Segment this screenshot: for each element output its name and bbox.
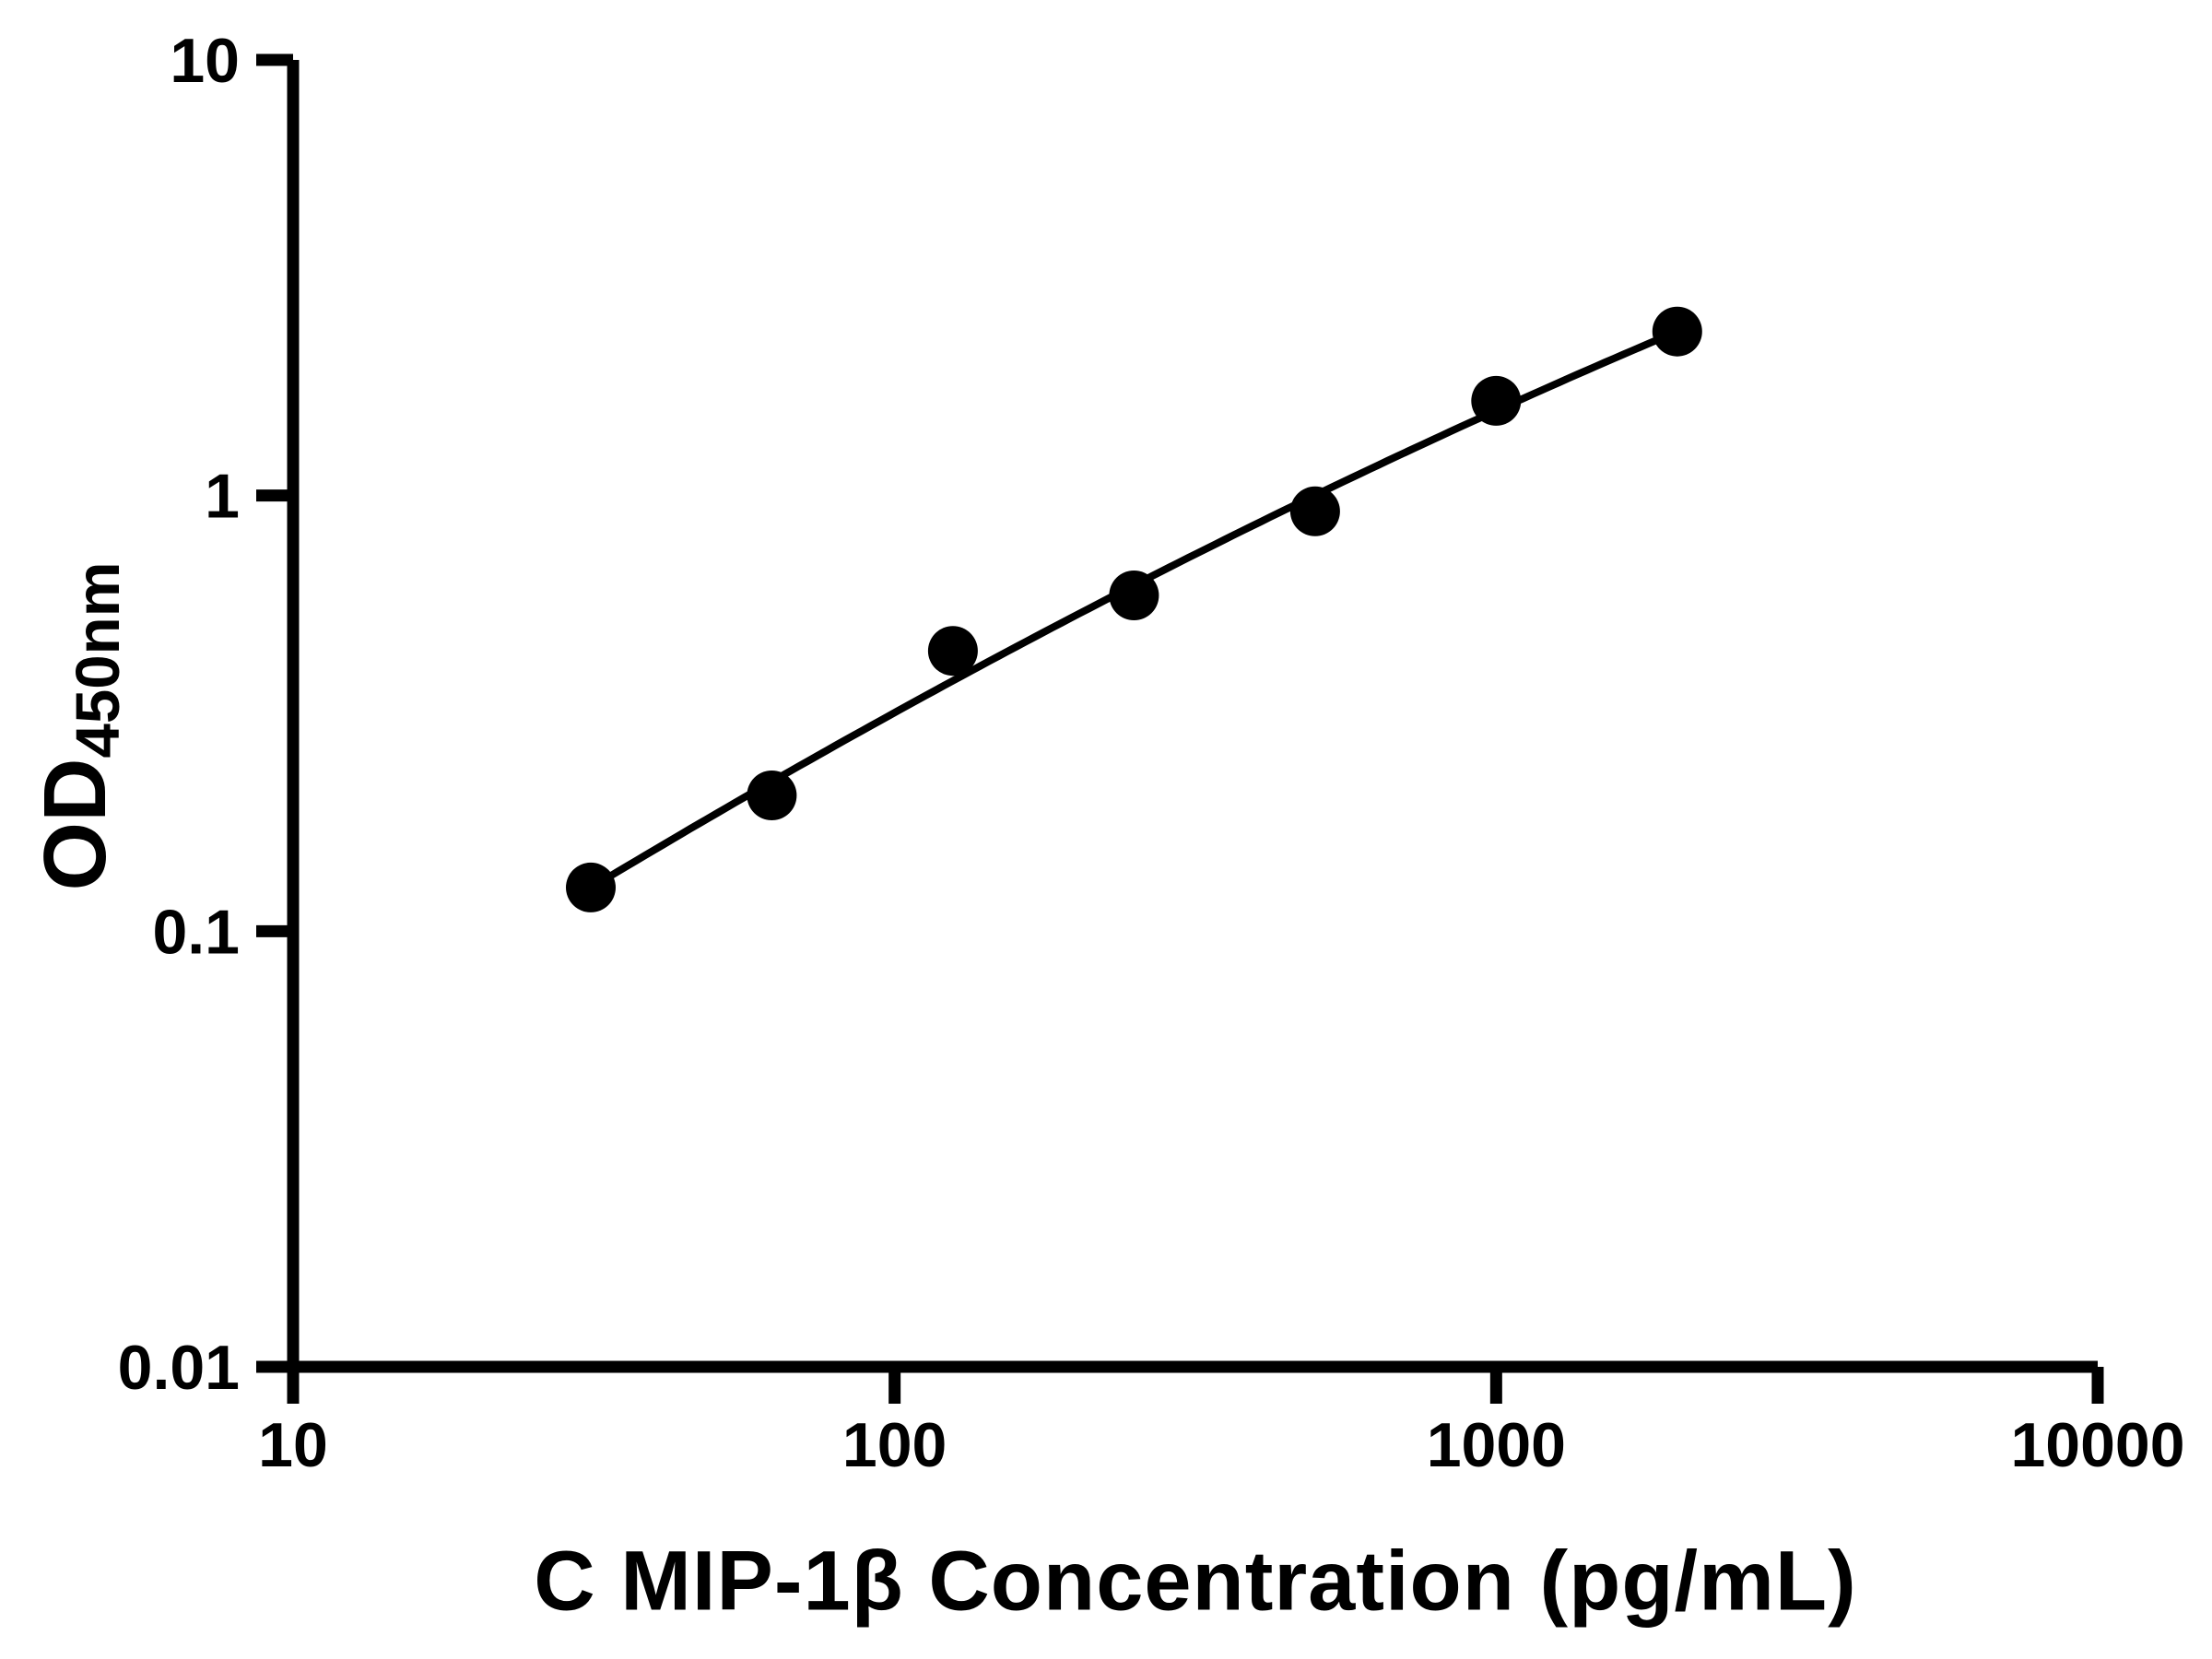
x-axis-label: C MIP-1β Concentration (pg/mL) — [534, 1534, 1857, 1629]
y-axis-label-subscript: 450nm — [63, 561, 133, 759]
data-point — [566, 862, 616, 912]
data-point — [747, 771, 797, 820]
data-point — [1289, 486, 1340, 536]
y-tick-label: 1 — [205, 462, 240, 532]
x-tick-label: 10000 — [2010, 1410, 2184, 1480]
x-tick-label: 100 — [842, 1410, 947, 1480]
x-tick-label: 1000 — [1427, 1410, 1566, 1480]
y-axis-label-text: OD — [26, 758, 125, 891]
y-axis-label: OD450nm — [25, 562, 134, 891]
axes-spines — [287, 60, 2098, 1373]
data-point — [1109, 571, 1159, 620]
y-tick-label: 0.01 — [118, 1333, 240, 1403]
data-point — [1471, 375, 1522, 426]
x-tick-label: 10 — [258, 1410, 328, 1480]
y-tick-label: 10 — [170, 26, 240, 96]
data-point — [1652, 306, 1702, 357]
data-point — [927, 626, 978, 677]
y-tick-label: 0.1 — [152, 897, 240, 967]
